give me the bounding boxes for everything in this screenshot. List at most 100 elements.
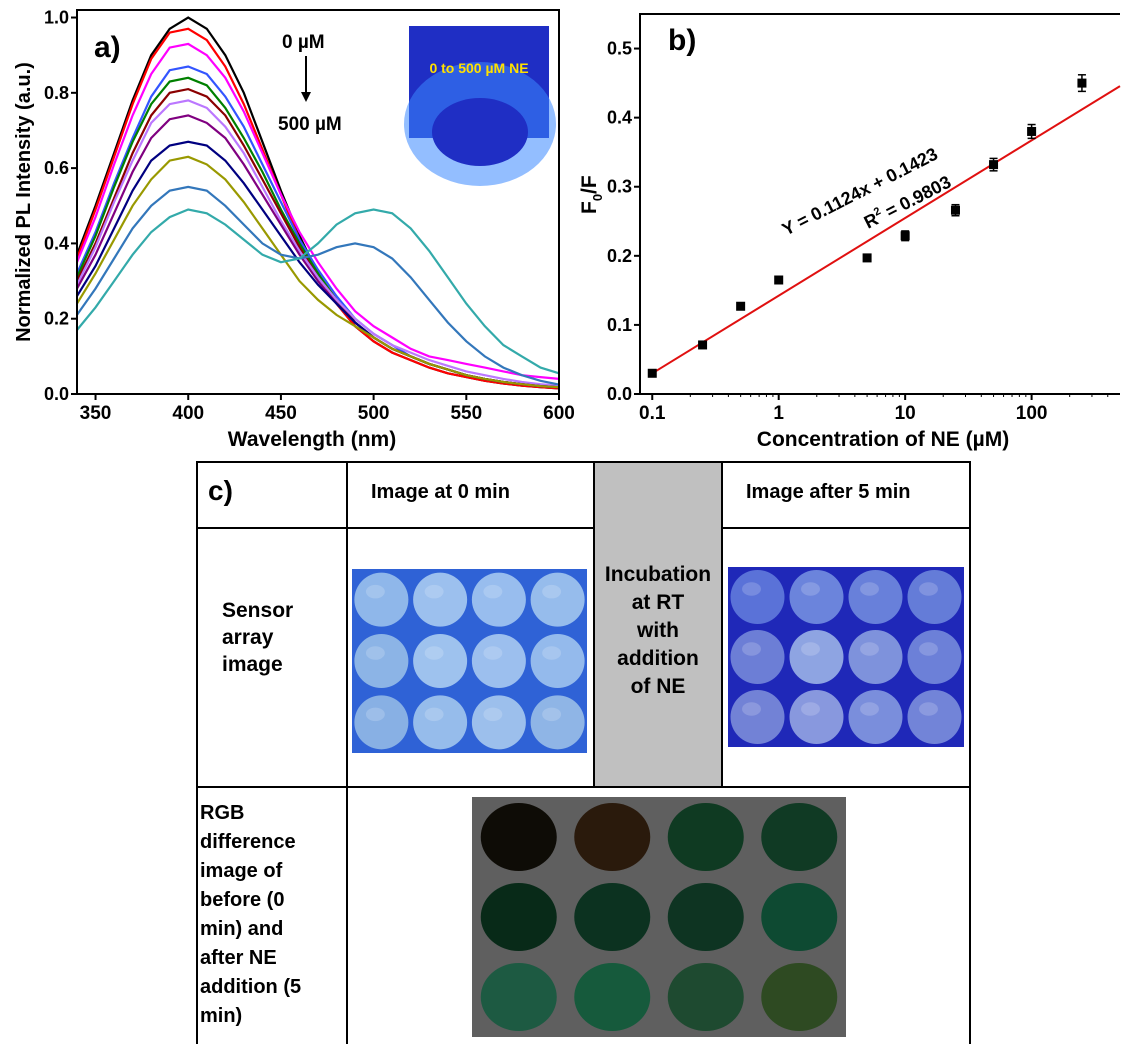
x-axis-label-b: Concentration of NE (µM): [757, 428, 1009, 451]
well-2-2: [789, 630, 844, 684]
well-3-3: [471, 695, 526, 750]
well-2-4: [530, 634, 585, 688]
well-2-4: [907, 630, 962, 684]
x-tick-label: 550: [450, 403, 482, 424]
well-2-2: [574, 883, 651, 951]
y-tick-label: 0.6: [44, 158, 69, 178]
fit-line: [648, 85, 1121, 376]
well-1-4: [530, 572, 585, 627]
spectrum-line-6: [76, 99, 560, 387]
well-3-4: [530, 695, 585, 750]
panel-label-a: a): [94, 31, 121, 64]
well-1-2: [413, 572, 468, 627]
x-tick-label: 350: [80, 403, 112, 424]
x-tick-label: 600: [543, 403, 575, 424]
well-2-3: [848, 630, 903, 684]
well-highlight: [919, 642, 938, 656]
y-tick-label-b: 0.2: [607, 246, 632, 266]
y-tick-label-b: 0.5: [607, 39, 632, 59]
panel-c-table: c) Image at 0 min Image after 5 min Sens…: [196, 461, 971, 1044]
inset-photo: 0 to 500 µM NE: [404, 26, 556, 186]
well-1-1: [730, 570, 785, 624]
calibration-points: [647, 74, 1087, 378]
panel-label-c: c): [208, 475, 233, 506]
data-point-4: [862, 253, 872, 263]
well-highlight: [742, 582, 761, 596]
rgb-difference-image: [472, 797, 846, 1037]
well-3-1: [730, 690, 785, 744]
well-highlight: [742, 642, 761, 656]
spectra-lines: [75, 16, 560, 390]
y-tick-label: 0.2: [44, 309, 69, 329]
well-highlight: [424, 584, 444, 599]
x-tick-label: 450: [265, 403, 297, 424]
plot-frame-b: [639, 13, 1120, 395]
x-tick-label: 500: [358, 403, 390, 424]
data-point-1: [698, 340, 708, 350]
well-3-4: [761, 963, 838, 1031]
sensor-row-label: Sensor array image: [222, 599, 294, 676]
well-1-3: [471, 572, 526, 627]
well-highlight: [742, 702, 761, 716]
well-3-2: [574, 963, 651, 1031]
sensor-array-5min-image: [728, 567, 964, 747]
well-2-1: [354, 634, 409, 688]
well-highlight: [801, 642, 820, 656]
well-highlight: [919, 702, 938, 716]
well-1-3: [848, 570, 903, 624]
well-3-2: [413, 695, 468, 750]
well-highlight: [542, 707, 562, 722]
y-tick-label: 0.0: [44, 384, 69, 404]
y-tick-label: 0.4: [44, 233, 69, 253]
annotation-500uM: 500 µM: [278, 114, 342, 135]
well-highlight: [365, 707, 385, 722]
data-point-9: [1077, 78, 1087, 88]
well-1-1: [480, 803, 557, 871]
y-tick-label: 0.8: [44, 83, 69, 103]
sensor-array-0min-image: [352, 569, 587, 753]
well-1-3: [667, 803, 744, 871]
x-tick-label-b: 1: [773, 403, 784, 424]
y-tick-label-b: 0.1: [607, 315, 632, 335]
well-highlight: [860, 642, 879, 656]
data-point-3: [774, 275, 784, 285]
data-point-6: [950, 205, 960, 215]
y-tick-label-b: 0.0: [607, 384, 632, 404]
well-highlight: [919, 582, 938, 596]
well-2-3: [667, 883, 744, 951]
spectrum-line-9: [76, 155, 560, 389]
y-axis-label-b: F0/F: [580, 175, 605, 214]
well-1-2: [574, 803, 651, 871]
well-highlight: [365, 646, 385, 660]
y-axis-label-a: Normalized PL Intensity (a.u.): [13, 62, 35, 342]
well-2-4: [761, 883, 838, 951]
well-highlight: [542, 646, 562, 660]
data-point-0: [647, 368, 657, 378]
x-tick-label: 400: [172, 403, 204, 424]
well-highlight: [860, 702, 879, 716]
well-2-1: [480, 883, 557, 951]
well-3-2: [789, 690, 844, 744]
spectrum-line-10: [76, 185, 560, 386]
y-tick-label-b: 0.3: [607, 177, 632, 197]
well-1-2: [789, 570, 844, 624]
well-2-2: [413, 634, 468, 688]
well-3-3: [848, 690, 903, 744]
incubation-text: Incubation at RT with addition of NE: [604, 563, 712, 698]
spectrum-line-11: [76, 208, 560, 375]
well-highlight: [483, 584, 503, 599]
data-point-8: [1027, 126, 1037, 136]
data-point-2: [736, 301, 746, 311]
rgb-row-label: RGB difference image of before (0 min) a…: [200, 802, 302, 1027]
incubation-column: [594, 461, 722, 787]
annotation-0uM: 0 µM: [282, 32, 325, 53]
y-tick-label: 1.0: [44, 8, 69, 28]
x-tick-label-b: 10: [895, 403, 916, 424]
data-point-5: [900, 231, 910, 241]
well-1-1: [354, 572, 409, 627]
well-highlight: [483, 707, 503, 722]
well-1-4: [761, 803, 838, 871]
x-tick-label-b: 0.1: [639, 403, 666, 424]
well-highlight: [365, 584, 385, 599]
